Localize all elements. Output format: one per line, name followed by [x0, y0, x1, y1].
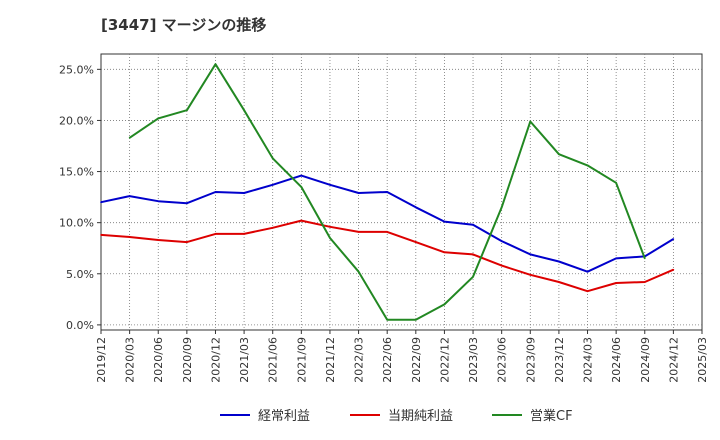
data-point [615, 182, 617, 184]
data-point [472, 253, 474, 256]
x-tick-label: 2022/12 [438, 337, 451, 383]
data-point [529, 120, 532, 123]
data-point [128, 195, 131, 197]
y-tick-label: 5.0% [66, 268, 94, 281]
data-point [157, 239, 159, 241]
data-point [186, 109, 188, 111]
x-tick-label: 2024/12 [667, 337, 680, 383]
x-tick-label: 2021/03 [238, 337, 251, 383]
x-tick-label: 2021/06 [267, 337, 280, 383]
data-point [329, 184, 331, 186]
data-point [558, 260, 560, 263]
y-tick-label: 10.0% [59, 217, 94, 230]
data-point [500, 264, 503, 267]
data-point [100, 201, 102, 203]
data-point [472, 223, 474, 226]
x-tick-label: 2023/09 [524, 337, 537, 383]
x-tick-label: 2023/06 [496, 337, 509, 383]
data-point [415, 241, 417, 243]
chart-title: [3447] マージンの推移 [101, 16, 266, 34]
x-tick-label: 2023/12 [553, 337, 566, 383]
data-point [472, 276, 474, 278]
data-point [357, 270, 360, 273]
data-point [443, 220, 446, 223]
x-tick-label: 2024/09 [639, 337, 652, 383]
data-point [586, 290, 589, 293]
data-point [415, 206, 417, 209]
data-point [271, 227, 274, 229]
data-point [329, 237, 331, 239]
data-point [558, 281, 560, 283]
x-tick-label: 2021/12 [324, 337, 337, 383]
legend: 経常利益 当期純利益 営業CF [220, 408, 573, 424]
x-tick-label: 2020/12 [209, 337, 222, 383]
x-tick-label: 2021/09 [295, 337, 308, 383]
series-lines [100, 63, 675, 321]
data-point [586, 164, 589, 167]
x-tick-label: 2023/03 [467, 337, 480, 383]
data-point [615, 282, 617, 284]
x-axis: 2019/12 2020/03 2020/06 2020/09 2020/12 2021/… [95, 330, 709, 383]
data-point [500, 206, 503, 209]
y-axis: 0.0% 5.0% 10.0% 15.0% 20.0% 25.0% [59, 63, 101, 332]
plot-area [100, 53, 703, 331]
data-point [386, 319, 389, 321]
data-point [615, 257, 617, 260]
data-point [443, 303, 446, 306]
data-point [644, 257, 646, 260]
data-point [186, 202, 188, 204]
data-point [500, 240, 503, 242]
x-tick-label: 2024/06 [610, 337, 623, 383]
data-point [415, 319, 417, 321]
y-tick-label: 20.0% [59, 114, 94, 127]
data-point [157, 200, 159, 202]
data-point [214, 63, 217, 65]
legend-label-2: 営業CF [530, 408, 573, 424]
data-point [558, 153, 560, 155]
y-tick-label: 0.0% [66, 319, 94, 332]
data-point [243, 192, 245, 194]
data-point [386, 191, 389, 193]
data-point [300, 174, 303, 177]
data-point [214, 191, 217, 193]
x-tick-label: 2019/12 [95, 337, 108, 383]
legend-label-1: 当期純利益 [388, 409, 453, 424]
data-point [243, 233, 245, 235]
data-point [672, 268, 675, 271]
x-tick-label: 2022/03 [353, 337, 366, 383]
x-tick-label: 2020/09 [181, 337, 194, 383]
data-point [214, 233, 217, 235]
data-point [586, 270, 589, 273]
data-point [386, 231, 389, 233]
data-point [243, 109, 245, 111]
x-tick-label: 2025/03 [696, 337, 709, 383]
legend-label-0: 経常利益 [258, 409, 310, 424]
x-tick-label: 2024/03 [582, 337, 595, 383]
data-point [529, 274, 532, 276]
data-point [672, 238, 675, 240]
data-point [529, 253, 532, 256]
data-point [644, 281, 646, 283]
data-point [128, 137, 131, 139]
data-point [300, 186, 303, 188]
y-tick-label: 25.0% [59, 63, 94, 76]
data-point [271, 157, 274, 160]
data-point [157, 117, 159, 120]
data-point [186, 241, 188, 243]
data-point [443, 251, 446, 254]
data-point [357, 231, 360, 233]
data-point [128, 236, 131, 238]
data-point [300, 219, 303, 222]
x-tick-label: 2022/09 [410, 337, 423, 383]
x-tick-label: 2022/06 [381, 337, 394, 383]
data-point [357, 192, 360, 194]
data-point [329, 226, 331, 228]
data-point [100, 234, 102, 236]
x-tick-label: 2020/06 [152, 337, 165, 383]
data-point [271, 184, 274, 186]
y-tick-label: 15.0% [59, 166, 94, 179]
x-tick-label: 2020/03 [124, 337, 137, 383]
